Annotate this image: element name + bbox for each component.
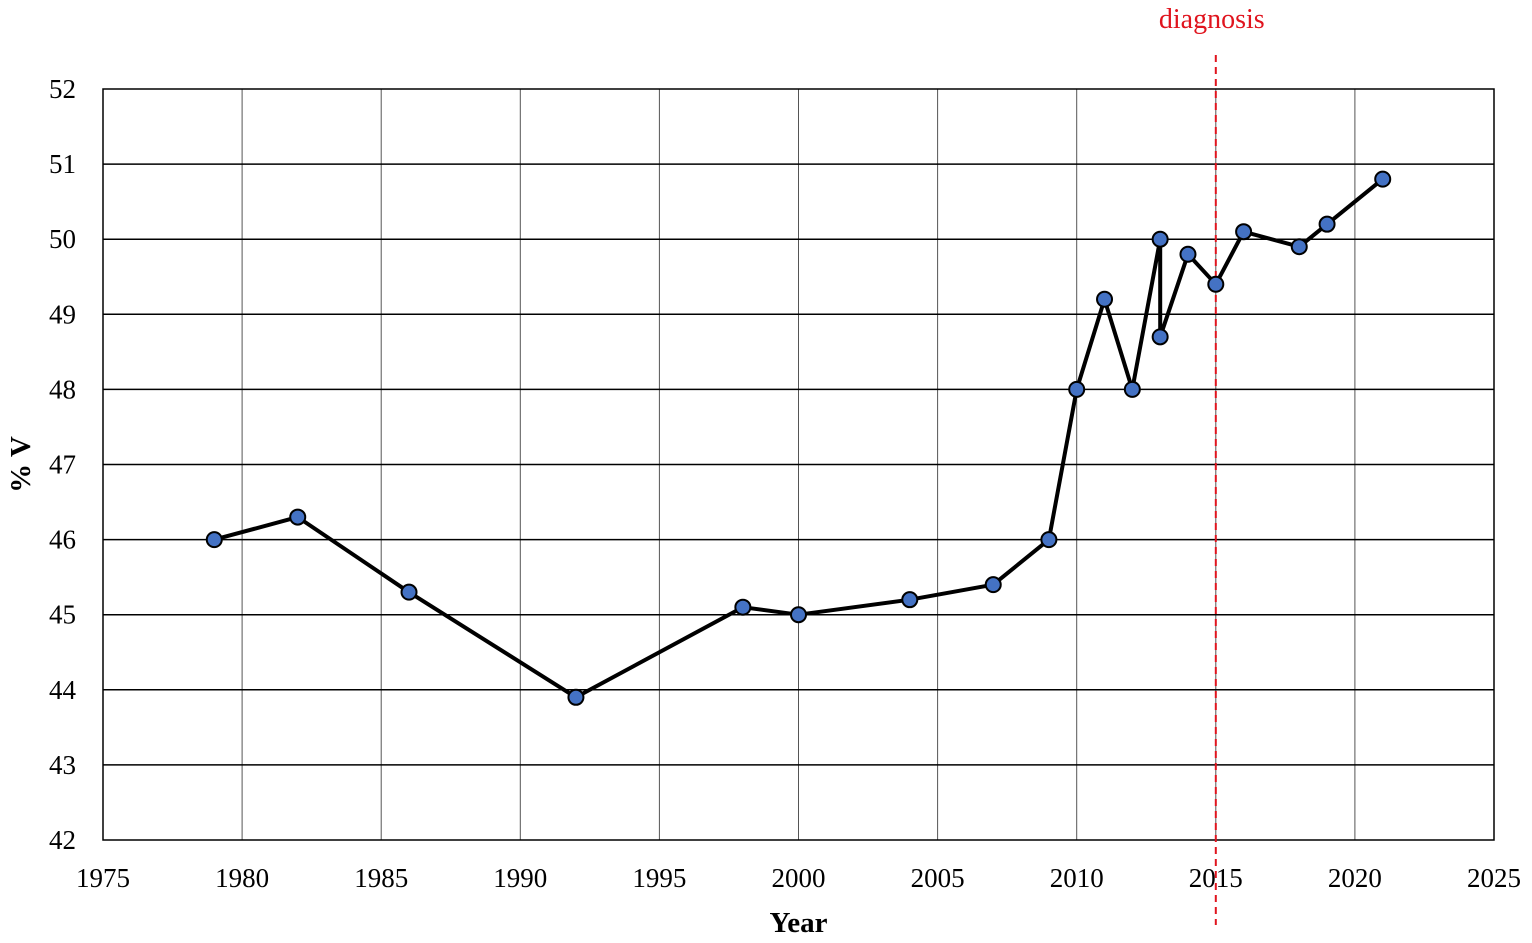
y-tick-label: 46: [49, 525, 76, 555]
data-point: [1068, 380, 1086, 398]
y-tick-label: 47: [49, 450, 76, 480]
data-point: [1290, 238, 1308, 256]
x-tick-label: 2020: [1328, 863, 1382, 893]
data-point: [400, 583, 418, 601]
data-point: [289, 508, 307, 526]
data-point: [1151, 230, 1169, 248]
data-series: [205, 170, 1392, 706]
x-tick-label: 2025: [1467, 863, 1521, 893]
y-tick-label: 48: [49, 374, 76, 404]
plot-area-frame: [102, 88, 1495, 841]
x-tick-label: 2000: [772, 863, 826, 893]
data-point: [205, 531, 223, 549]
data-point: [790, 606, 807, 624]
y-axis-title: % V: [5, 436, 37, 493]
x-tick-label: 1980: [215, 863, 269, 893]
data-point: [984, 576, 1002, 594]
y-tick-label: 49: [49, 299, 76, 329]
x-tick-label: 1990: [493, 863, 547, 893]
data-point: [1179, 245, 1197, 263]
axes: 1975 1980 1985 1990 1995 2000 2005 2010 2015 2020…: [49, 74, 1521, 893]
x-tick-label: 1975: [76, 863, 130, 893]
data-point: [1318, 215, 1336, 233]
data-point: [1123, 380, 1141, 398]
y-tick-label: 43: [49, 750, 76, 780]
data-point: [1096, 290, 1114, 308]
x-tick-label: 1995: [632, 863, 686, 893]
annotations: diagnosis: [1159, 4, 1265, 925]
diagnosis-label: diagnosis: [1159, 4, 1265, 35]
data-point: [1151, 328, 1169, 346]
data-point: [1374, 170, 1392, 188]
data-point: [901, 591, 919, 609]
data-point: [1235, 223, 1253, 241]
x-tick-label: 2010: [1050, 863, 1104, 893]
y-tick-label: 51: [49, 149, 76, 179]
y-tick-label: 52: [49, 74, 76, 104]
gridlines: [103, 89, 1494, 840]
data-point: [734, 598, 752, 616]
data-point: [1207, 275, 1225, 293]
x-axis-title: Year: [770, 907, 828, 938]
y-tick-label: 50: [49, 224, 76, 254]
x-tick-label: 1985: [354, 863, 408, 893]
y-tick-label: 44: [49, 675, 77, 705]
y-tick-label: 42: [49, 825, 76, 855]
series-line: [212, 177, 1385, 700]
data-point: [567, 688, 585, 706]
y-tick-label: 45: [49, 600, 76, 630]
data-point: [1040, 531, 1058, 549]
x-tick-label: 2005: [911, 863, 965, 893]
